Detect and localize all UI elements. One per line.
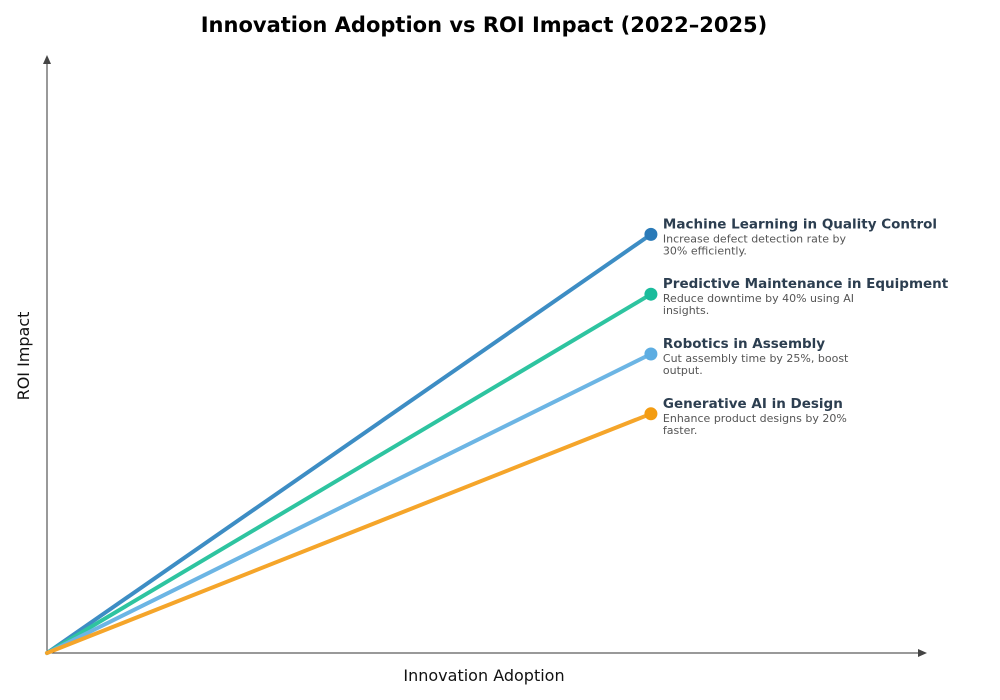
series-description: Enhance product designs by 20% [663,412,847,425]
chart-title: Innovation Adoption vs ROI Impact (2022–… [201,13,768,37]
series-description: Increase defect detection rate by [663,232,847,245]
x-axis-label: Innovation Adoption [403,666,564,685]
series-label: Generative AI in Design [663,396,843,412]
x-axis-arrow-icon [918,649,927,657]
series-line [45,352,653,655]
series-description: Cut assembly time by 25%, boost [663,352,849,365]
series-description: insights. [663,304,709,317]
series-description: output. [663,364,703,377]
series-line [45,232,653,655]
series-end-marker [644,287,658,301]
series-description: faster. [663,424,697,437]
series-end-marker [644,407,658,421]
series-description: 30% efficiently. [663,244,747,257]
series-line [45,292,653,655]
series-line [45,411,653,655]
series-label: Machine Learning in Quality Control [663,216,937,232]
y-axis-label: ROI Impact [14,312,33,401]
series-label: Robotics in Assembly [663,336,825,352]
y-axis-arrow-icon [43,55,51,64]
series-end-marker [644,347,658,361]
series-end-marker [644,227,658,241]
series-description: Reduce downtime by 40% using AI [663,292,854,305]
series-label: Predictive Maintenance in Equipment [663,276,949,292]
